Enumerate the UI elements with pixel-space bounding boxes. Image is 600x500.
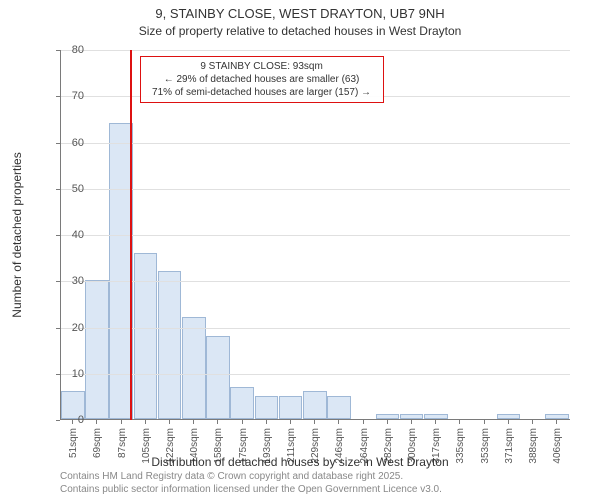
x-tick bbox=[217, 420, 218, 424]
x-tick bbox=[508, 420, 509, 424]
histogram-bar bbox=[303, 391, 327, 419]
y-axis-label: Number of detached properties bbox=[10, 152, 24, 317]
x-tick bbox=[387, 420, 388, 424]
histogram-bar bbox=[279, 396, 303, 419]
attribution-line2: Contains public sector information licen… bbox=[60, 484, 442, 497]
callout-line2: ← 29% of detached houses are smaller (63… bbox=[147, 73, 377, 86]
x-tick bbox=[145, 420, 146, 424]
x-tick bbox=[556, 420, 557, 424]
histogram-bar bbox=[206, 336, 230, 419]
attribution: Contains HM Land Registry data © Crown c… bbox=[60, 471, 442, 496]
gridline bbox=[61, 374, 570, 375]
x-tick bbox=[193, 420, 194, 424]
property-marker-line bbox=[130, 50, 132, 420]
callout-line3: 71% of semi-detached houses are larger (… bbox=[147, 86, 377, 99]
page-subtitle: Size of property relative to detached ho… bbox=[0, 24, 600, 38]
page-title: 9, STAINBY CLOSE, WEST DRAYTON, UB7 9NH bbox=[0, 6, 600, 21]
histogram-bar bbox=[182, 317, 206, 419]
histogram-bar bbox=[327, 396, 351, 419]
y-tick-label: 10 bbox=[44, 368, 84, 380]
x-tick bbox=[72, 420, 73, 424]
gridline bbox=[61, 189, 570, 190]
y-tick bbox=[56, 189, 60, 190]
x-tick bbox=[338, 420, 339, 424]
callout-line1: 9 STAINBY CLOSE: 93sqm bbox=[147, 60, 377, 73]
y-tick bbox=[56, 281, 60, 282]
histogram-bar bbox=[376, 414, 400, 419]
y-tick bbox=[56, 96, 60, 97]
y-tick-label: 60 bbox=[44, 137, 84, 149]
y-tick-label: 20 bbox=[44, 322, 84, 334]
y-tick-label: 0 bbox=[44, 414, 84, 426]
x-tick bbox=[363, 420, 364, 424]
y-tick-label: 80 bbox=[44, 44, 84, 56]
y-tick-label: 30 bbox=[44, 275, 84, 287]
y-tick bbox=[56, 328, 60, 329]
x-tick bbox=[266, 420, 267, 424]
gridline bbox=[61, 50, 570, 51]
gridline bbox=[61, 143, 570, 144]
y-tick-label: 70 bbox=[44, 90, 84, 102]
gridline bbox=[61, 328, 570, 329]
histogram-bar bbox=[255, 396, 279, 419]
x-tick bbox=[242, 420, 243, 424]
gridline bbox=[61, 281, 570, 282]
x-tick bbox=[169, 420, 170, 424]
gridline bbox=[61, 235, 570, 236]
y-tick bbox=[56, 143, 60, 144]
histogram-bar bbox=[545, 414, 569, 419]
histogram-bar bbox=[497, 414, 521, 419]
y-tick-label: 50 bbox=[44, 183, 84, 195]
histogram-bar bbox=[424, 414, 448, 419]
x-tick bbox=[314, 420, 315, 424]
x-tick bbox=[96, 420, 97, 424]
y-tick bbox=[56, 420, 60, 421]
y-tick bbox=[56, 374, 60, 375]
x-tick bbox=[121, 420, 122, 424]
property-callout: 9 STAINBY CLOSE: 93sqm ← 29% of detached… bbox=[140, 56, 384, 103]
attribution-line1: Contains HM Land Registry data © Crown c… bbox=[60, 471, 442, 484]
histogram-bar bbox=[158, 271, 182, 419]
histogram-bar bbox=[85, 280, 109, 419]
x-tick bbox=[411, 420, 412, 424]
x-tick bbox=[459, 420, 460, 424]
y-tick bbox=[56, 235, 60, 236]
x-tick bbox=[484, 420, 485, 424]
y-tick bbox=[56, 50, 60, 51]
y-tick-label: 40 bbox=[44, 229, 84, 241]
chart-plot-area: 9 STAINBY CLOSE: 93sqm ← 29% of detached… bbox=[60, 50, 570, 420]
x-tick bbox=[435, 420, 436, 424]
x-tick bbox=[290, 420, 291, 424]
x-tick bbox=[532, 420, 533, 424]
histogram-bar bbox=[230, 387, 254, 419]
x-axis-label: Distribution of detached houses by size … bbox=[0, 455, 600, 469]
histogram-bar bbox=[134, 253, 158, 420]
histogram-bar bbox=[400, 414, 424, 419]
